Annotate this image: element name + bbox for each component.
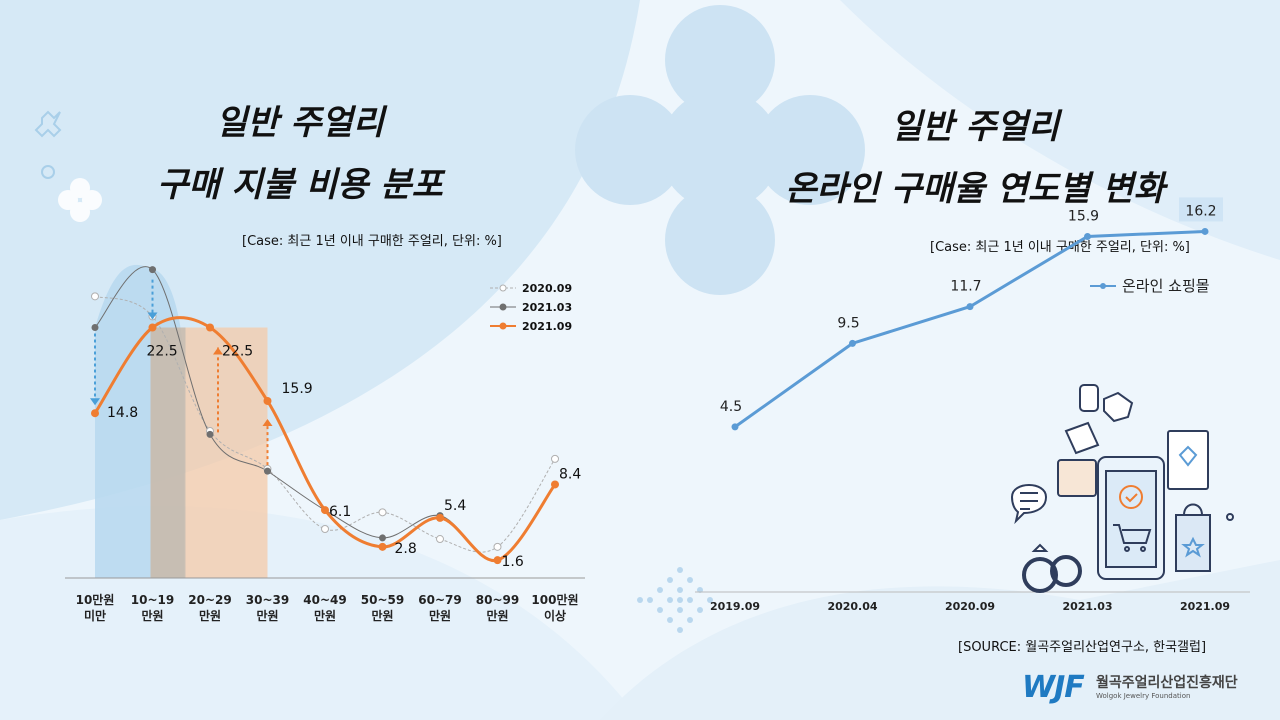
x-tick-label: 2021.09 xyxy=(1180,600,1230,613)
x-tick-label: 2020.04 xyxy=(827,600,877,613)
point-2021-03 xyxy=(264,467,271,475)
data-label-online: 9.5 xyxy=(837,315,859,331)
point-2020-09 xyxy=(493,542,502,551)
point-2020-09 xyxy=(378,508,387,517)
arrow-up-30-39-head xyxy=(262,418,273,426)
data-label-2021-09: 22.5 xyxy=(147,344,178,360)
data-label-2021-09: 2.8 xyxy=(395,541,417,557)
point-2020-09 xyxy=(436,535,444,544)
x-tick-label: 만원 xyxy=(429,608,451,623)
left-title-line1: 일반 주얼리 xyxy=(215,103,385,143)
legend-label: 온라인 쇼핑몰 xyxy=(1122,277,1210,295)
left-title: 일반 주얼리 구매 지불 비용 분포 xyxy=(120,92,480,216)
point-online xyxy=(1084,232,1091,240)
point-2021-09 xyxy=(321,506,329,515)
data-label-online: 16.2 xyxy=(1185,203,1216,219)
x-tick-label: 2021.03 xyxy=(1062,600,1112,613)
right-title-line2: 온라인 구매율 연도별 변화 xyxy=(785,169,1165,209)
right-case-note: [Case: 최근 1년 이내 구매한 주얼리, 단위: %] xyxy=(930,240,1190,255)
point-2021-03 xyxy=(206,430,214,438)
point-2021-09 xyxy=(378,542,387,551)
point-2021-09 xyxy=(206,323,214,332)
foundation-logo: WJF 월곡주얼리산업진흥재단 Wolgok Jewelry Foundatio… xyxy=(1022,668,1272,708)
data-label-2021-09: 15.9 xyxy=(282,381,313,397)
highlight-box-orange xyxy=(185,327,268,578)
legend-label: 2020.09 xyxy=(522,282,572,295)
dots-decoration xyxy=(637,567,713,633)
data-label-2021-09: 5.4 xyxy=(444,498,466,514)
arrow-up-20-29-head xyxy=(213,347,223,355)
legend-marker xyxy=(1100,283,1106,289)
data-label-2021-09: 22.5 xyxy=(222,344,253,360)
x-tick-label: 미만 xyxy=(84,608,106,623)
x-tick-label: 만원 xyxy=(141,608,163,623)
point-2021-09 xyxy=(493,556,502,565)
right-title-line1: 일반 주얼리 xyxy=(890,107,1060,147)
data-label-2021-09: 1.6 xyxy=(502,554,524,570)
point-2021-03 xyxy=(379,534,386,542)
x-tick-label: 50~59 xyxy=(361,593,404,607)
x-tick-label: 10만원 xyxy=(76,592,115,607)
x-tick-label: 만원 xyxy=(199,608,221,623)
point-2021-09 xyxy=(148,323,157,332)
x-tick-label: 10~19 xyxy=(131,593,174,607)
data-label-2021-09: 6.1 xyxy=(329,504,351,520)
x-tick-label: 100만원 xyxy=(531,592,578,607)
source-note: [SOURCE: 월곡주얼리산업연구소, 한국갤럽] xyxy=(958,640,1207,655)
data-label-2021-09: 14.8 xyxy=(107,405,138,421)
logo-name-en: Wolgok Jewelry Foundation xyxy=(1096,692,1191,700)
legend-marker xyxy=(499,303,507,311)
x-tick-label: 40~49 xyxy=(303,593,346,607)
point-online xyxy=(849,339,856,347)
x-tick-label: 이상 xyxy=(544,608,566,623)
arrow-down-10-19-head xyxy=(147,312,158,320)
point-2021-09 xyxy=(263,396,272,405)
x-tick-label: 만원 xyxy=(371,608,393,623)
legend-label: 2021.09 xyxy=(522,320,572,333)
point-online xyxy=(731,423,739,431)
data-label-online: 11.7 xyxy=(950,279,981,295)
data-label-highlight xyxy=(1179,197,1223,222)
point-2021-09 xyxy=(91,409,99,418)
x-tick-label: 만원 xyxy=(314,608,336,623)
data-label-online: 15.9 xyxy=(1068,208,1099,224)
logo-name-ko: 월곡주얼리산업진흥재단 xyxy=(1096,675,1238,691)
point-2020-09 xyxy=(91,292,99,301)
data-label-2021-09: 8.4 xyxy=(559,466,581,482)
point-2020-09 xyxy=(321,525,329,534)
x-tick-label: 2019.09 xyxy=(710,600,760,613)
legend-label: 2021.03 xyxy=(522,301,572,314)
right-title: 일반 주얼리 온라인 구매율 연도별 변화 xyxy=(750,96,1200,220)
legend-marker xyxy=(499,284,507,292)
point-online xyxy=(966,303,974,311)
x-tick-label: 20~29 xyxy=(188,593,231,607)
arrow-down-10-under-head xyxy=(90,398,100,406)
point-online xyxy=(1201,227,1209,235)
left-title-line2: 구매 지불 비용 분포 xyxy=(157,165,443,205)
point-2021-09 xyxy=(551,480,559,489)
data-label-online: 4.5 xyxy=(720,399,742,415)
x-tick-label: 만원 xyxy=(486,608,508,623)
point-2021-03 xyxy=(91,324,99,331)
x-tick-label: 30~39 xyxy=(246,593,289,607)
logo-mark: WJF xyxy=(1022,670,1085,705)
series-line-2021-09 xyxy=(93,316,557,562)
shopping-illustration xyxy=(1010,384,1234,593)
x-tick-label: 80~99 xyxy=(476,593,519,607)
point-2020-09 xyxy=(551,454,559,463)
x-tick-label: 2020.09 xyxy=(945,600,995,613)
point-2021-03 xyxy=(149,266,156,274)
x-tick-label: 60~79 xyxy=(418,593,461,607)
point-2021-09 xyxy=(436,513,444,522)
snowflake-icon xyxy=(575,5,865,295)
legend-marker xyxy=(499,322,507,330)
left-case-note: [Case: 최근 1년 이내 구매한 주얼리, 단위: %] xyxy=(242,234,502,249)
x-tick-label: 만원 xyxy=(256,608,278,623)
